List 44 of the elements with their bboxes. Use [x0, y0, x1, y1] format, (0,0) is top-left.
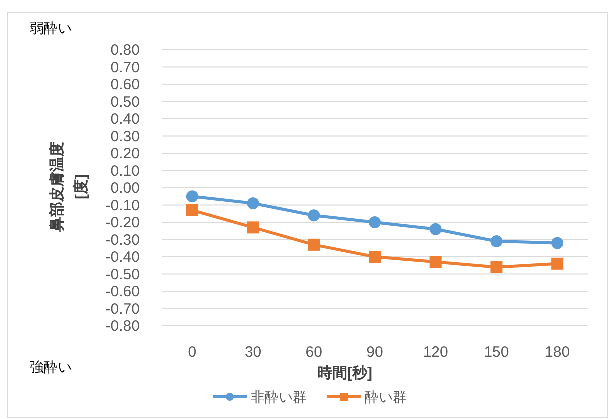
y-tick-label: 0.40: [110, 111, 140, 128]
point: [430, 256, 442, 268]
y-tick-label: -0.60: [106, 284, 140, 300]
point: [308, 238, 320, 251]
y-tick-label: 0.70: [110, 59, 140, 76]
point: [552, 237, 564, 250]
x-tick-label: 90: [366, 344, 384, 361]
x-tick-label: 30: [244, 344, 262, 361]
x-tick-label: 60: [306, 344, 322, 361]
y-tick-label: 0.60: [110, 76, 140, 94]
x-axis-title: 時間[秒]: [318, 365, 372, 382]
y-tick-label: -0.70: [106, 300, 140, 318]
y-tick-label: 0.30: [110, 128, 140, 146]
point: [490, 235, 503, 248]
point: [490, 261, 503, 274]
point: [247, 198, 260, 210]
point: [308, 210, 320, 222]
point: [552, 258, 564, 270]
x-tick-label: 150: [484, 344, 510, 361]
point: [369, 216, 381, 228]
x-tick-label: 0: [188, 344, 197, 361]
y-tick-label: 0.20: [110, 146, 140, 162]
y-tick-label: 0.50: [110, 94, 140, 111]
point: [430, 223, 442, 236]
point: [186, 190, 198, 203]
y-axis-title: 鼻部皮膚温度 [度]: [48, 142, 90, 233]
y-tick-label: -0.80: [106, 318, 140, 335]
legend-label: 非酔い群: [251, 389, 307, 405]
point: [247, 222, 260, 234]
y-tick-label: -0.40: [106, 249, 140, 266]
point: [186, 204, 198, 216]
text: 強酔い: [30, 359, 72, 375]
y-tick-label: -0.20: [106, 214, 140, 232]
point: [369, 251, 381, 263]
y-tick-label: 0.10: [110, 162, 140, 180]
x-tick-label: 120: [423, 344, 448, 361]
y-tick-label: -0.50: [106, 266, 140, 284]
legend-label: 酔い群: [365, 389, 407, 405]
y-tick-label: -0.10: [106, 197, 140, 214]
y-tick-label: 0.00: [110, 180, 140, 197]
x-tick-label: 180: [545, 344, 570, 361]
text: 弱酔い: [30, 20, 72, 36]
y-tick-label: -0.30: [106, 232, 140, 249]
y-tick-label: 0.80: [110, 42, 140, 59]
